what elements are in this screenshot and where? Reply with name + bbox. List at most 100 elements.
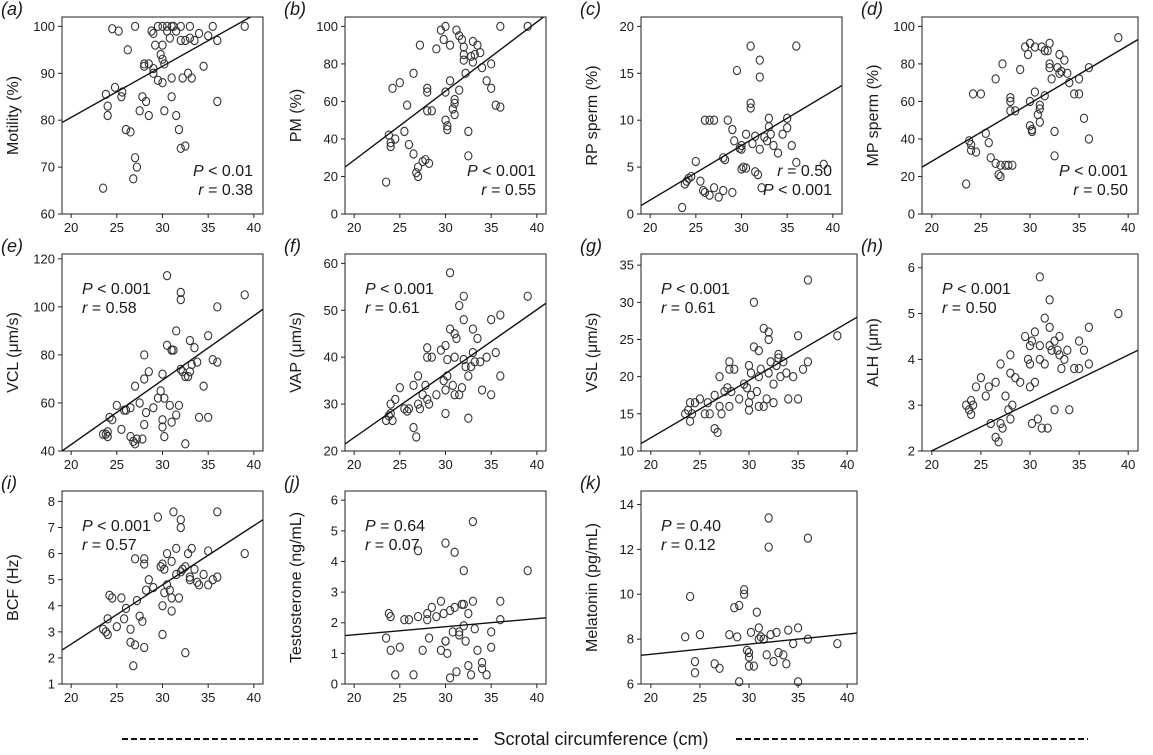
regression-line: [922, 38, 1138, 168]
data-point: [757, 183, 766, 193]
data-point: [140, 559, 149, 569]
data-point: [455, 85, 464, 95]
data-point: [178, 73, 187, 83]
data-point: [187, 543, 196, 554]
data-point: [194, 412, 204, 423]
panel-e: (e) VCL (μm/s) 20 25 30 35 40 40 60 80 100 120 P < 0…: [1, 236, 264, 472]
panel-label: (a): [1, 0, 23, 19]
data-point: [1065, 405, 1074, 415]
data-point: [103, 431, 112, 442]
data-point: [746, 103, 755, 113]
plot-frame: [921, 253, 1139, 452]
data-point: [176, 21, 185, 32]
y-axis-title: Melatonin (pg/mL): [584, 523, 601, 652]
data-point: [423, 343, 432, 353]
x-tick-label: 35: [484, 457, 498, 472]
data-point: [103, 427, 112, 437]
data-point: [391, 670, 400, 680]
data-point: [803, 533, 813, 543]
y-tick-label: 40: [324, 350, 338, 365]
data-point: [1053, 345, 1062, 355]
panel-c: (c) RP sperm (%) 20 25 30 35 40 0 5 10 15 20 r = 0.5…: [580, 0, 843, 235]
data-point: [413, 399, 423, 409]
data-point: [487, 627, 496, 637]
data-point: [744, 652, 754, 662]
data-point: [737, 164, 746, 174]
data-point: [1035, 272, 1044, 282]
x-tick-label: 30: [1023, 457, 1037, 472]
data-point: [792, 157, 801, 168]
data-point: [167, 556, 176, 567]
stat-line-1: P < 0.001: [942, 281, 1011, 298]
data-point: [167, 606, 176, 616]
data-point: [450, 547, 459, 557]
data-point: [172, 543, 181, 554]
data-point: [1045, 295, 1054, 305]
data-point: [193, 357, 202, 367]
y-tick-label: 60: [901, 94, 915, 109]
data-point: [1070, 363, 1079, 374]
data-point: [523, 566, 532, 576]
y-tick-label: 100: [893, 19, 915, 34]
data-point: [962, 179, 971, 189]
stat-line-2: r = 0.58: [82, 300, 137, 317]
panel-label: (j): [284, 473, 300, 493]
data-point: [1035, 100, 1044, 110]
data-point: [194, 580, 204, 590]
data-point: [101, 627, 111, 637]
x-tick-label: 40: [247, 457, 261, 472]
panel-label: (g): [580, 236, 602, 256]
data-point: [998, 423, 1007, 433]
data-point: [746, 41, 755, 51]
data-point: [1047, 74, 1056, 84]
data-point: [126, 624, 135, 634]
data-point: [687, 409, 697, 419]
data-point: [158, 369, 167, 379]
data-point: [386, 141, 395, 152]
data-point: [423, 83, 432, 93]
data-point: [681, 632, 690, 642]
data-point: [140, 374, 149, 384]
data-point: [160, 564, 169, 574]
data-point: [984, 138, 993, 148]
y-tick-label: 8: [627, 632, 634, 647]
data-point: [476, 357, 485, 367]
data-point: [713, 427, 722, 438]
data-point: [755, 144, 764, 154]
plot-frame: [61, 253, 264, 452]
x-tick-label: 25: [110, 220, 124, 235]
data-point: [193, 577, 202, 587]
data-point: [132, 595, 142, 606]
data-point: [1040, 46, 1049, 56]
stat-line-2: r = 0.61: [661, 300, 716, 317]
x-tick-label: 30: [742, 690, 756, 705]
data-point: [98, 429, 108, 439]
panel-i: (i) BCF (Hz) 20 25 30 35 40 1 2 3 4 5 6 7 8 P < 0.001 r …: [1, 473, 264, 705]
stat-line-1: P < 0.01: [193, 163, 253, 180]
data-point: [240, 290, 249, 300]
y-tick-label: 40: [324, 131, 338, 146]
data-point: [994, 437, 1003, 447]
data-point: [728, 187, 737, 198]
data-point: [730, 136, 739, 146]
stat-line-1: P < 0.001: [661, 281, 730, 298]
x-tick-label: 25: [693, 690, 707, 705]
data-point: [769, 140, 778, 151]
data-point: [240, 548, 249, 559]
x-tick-label: 40: [530, 220, 544, 235]
y-tick-label: 0: [627, 207, 634, 222]
y-tick-label: 15: [620, 66, 634, 81]
data-point: [496, 310, 505, 320]
x-tick-label: 20: [347, 457, 361, 472]
y-tick-label: 120: [33, 251, 55, 266]
data-point: [994, 169, 1003, 180]
panel-g: (g) VSL (μm/s) 20 25 30 35 40 10 15 20 25 30 35 P < 0…: [580, 236, 858, 472]
data-point: [445, 76, 455, 86]
data-point: [1025, 340, 1035, 351]
data-point: [167, 73, 176, 83]
data-point: [199, 61, 208, 71]
data-point: [183, 371, 193, 382]
data-point: [158, 601, 167, 611]
data-point: [176, 522, 185, 533]
